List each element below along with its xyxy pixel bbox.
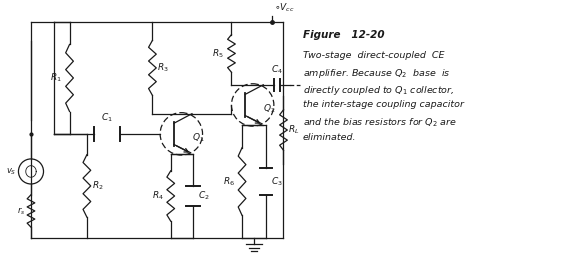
Text: $R_1$: $R_1$ [50, 72, 62, 84]
Text: Figure   12-20: Figure 12-20 [303, 30, 384, 40]
Text: eliminated.: eliminated. [303, 133, 356, 142]
Text: $R_5$: $R_5$ [212, 47, 224, 60]
Text: $C_3$: $C_3$ [271, 175, 283, 188]
Text: Two-stage  direct-coupled  CE: Two-stage direct-coupled CE [303, 51, 444, 60]
Text: $\circ V_{cc}$: $\circ V_{cc}$ [274, 2, 294, 14]
Text: directly coupled to $Q_1$ collector,: directly coupled to $Q_1$ collector, [303, 84, 454, 97]
Text: $r_s$: $r_s$ [17, 205, 25, 217]
Text: $C_4$: $C_4$ [271, 64, 282, 76]
Text: $R_3$: $R_3$ [157, 62, 169, 74]
Text: $R_2$: $R_2$ [92, 180, 104, 192]
Text: $C_2$: $C_2$ [198, 190, 209, 202]
Text: $R_6$: $R_6$ [224, 175, 235, 188]
Text: the inter-stage coupling capacitor: the inter-stage coupling capacitor [303, 100, 464, 109]
Text: $R_L$: $R_L$ [288, 124, 300, 136]
Text: $Q_2$: $Q_2$ [263, 103, 276, 115]
Text: $Q_1$: $Q_1$ [192, 132, 204, 144]
Text: $v_S$: $v_S$ [6, 166, 16, 177]
Text: $C_1$: $C_1$ [101, 112, 113, 124]
Text: $R_4$: $R_4$ [152, 190, 164, 202]
Text: and the bias resistors for $Q_2$ are: and the bias resistors for $Q_2$ are [303, 116, 457, 129]
Text: amplifier. Because $Q_2$  base  is: amplifier. Because $Q_2$ base is [303, 67, 450, 80]
